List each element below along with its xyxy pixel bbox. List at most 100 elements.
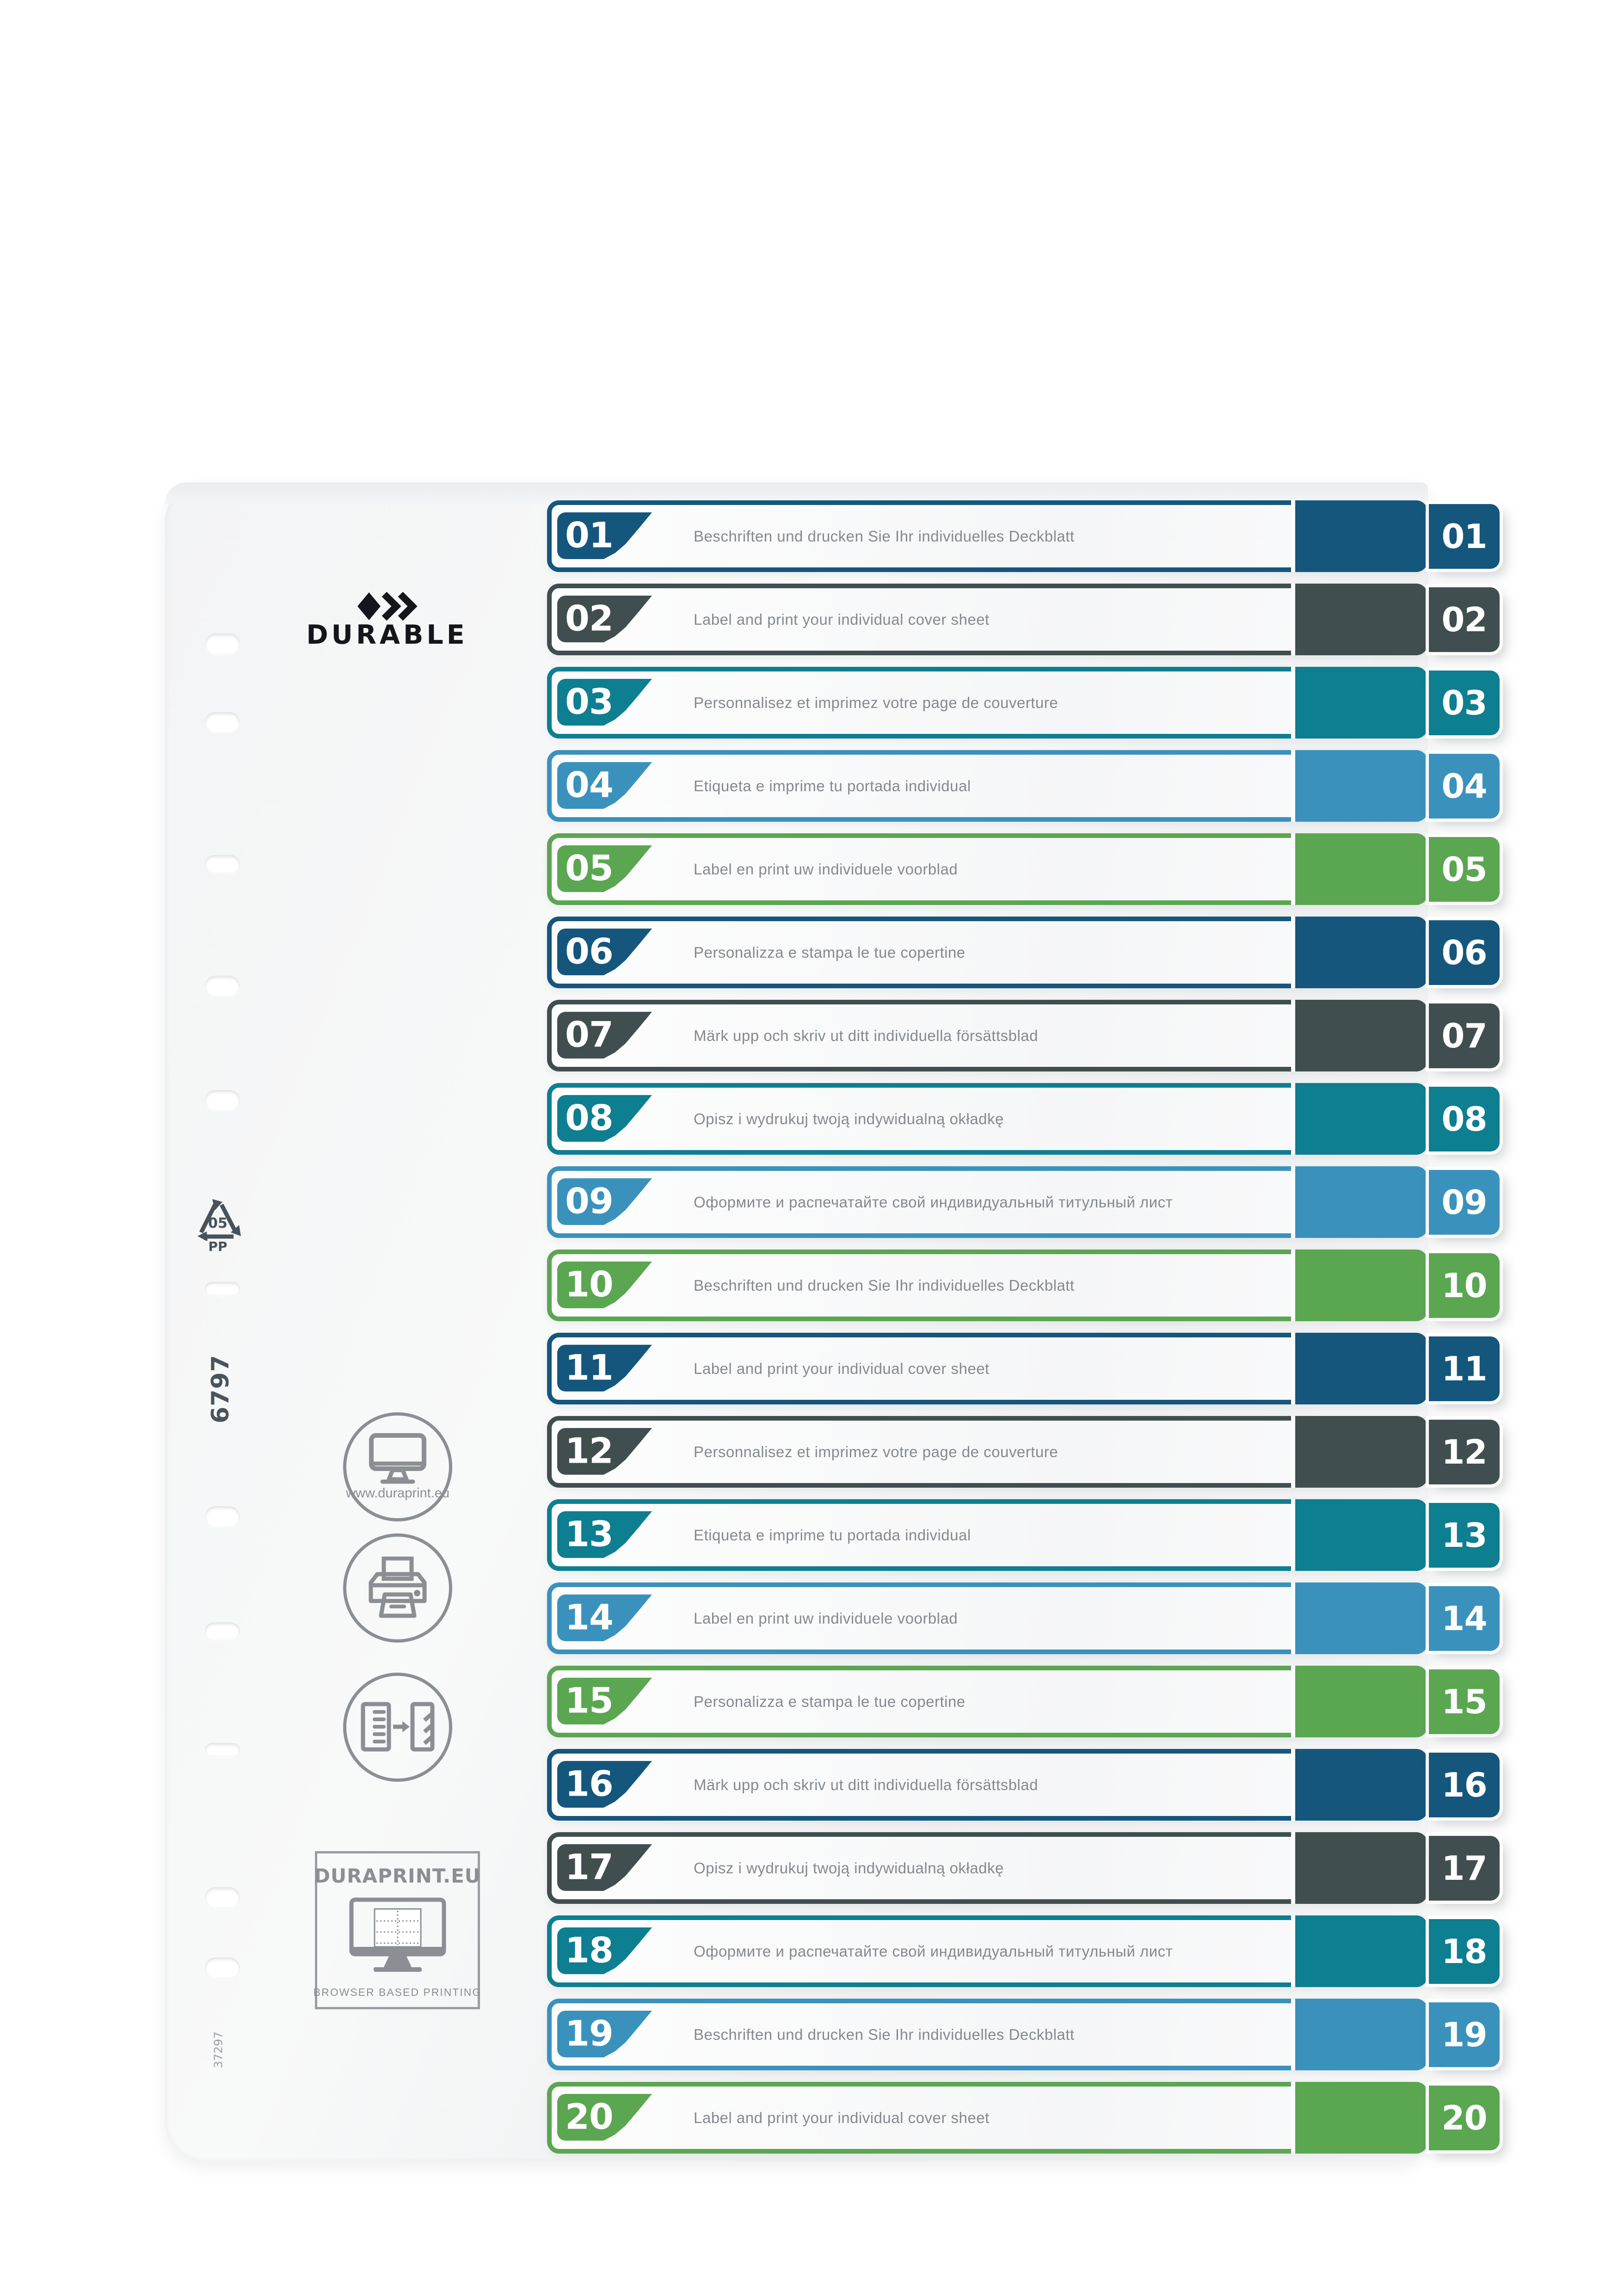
index-row-17: 17 Opisz i wydrukuj twoją indywidualną o… bbox=[547, 1832, 1500, 1904]
index-row-12: 12 Personnalisez et imprimez votre page … bbox=[547, 1416, 1500, 1488]
divider-tab-17: 17 bbox=[1429, 1836, 1500, 1901]
index-row-number: 03 bbox=[565, 681, 614, 722]
duraprint-subtitle: BROWSER BASED PRINTING bbox=[313, 1986, 482, 1998]
index-row-description: Personnalisez et imprimez votre page de … bbox=[694, 1443, 1058, 1460]
index-row-color-block bbox=[1291, 2082, 1428, 2154]
divider-tab-11: 11 bbox=[1429, 1336, 1500, 1401]
index-row-03: 03 Personnalisez et imprimez votre page … bbox=[547, 667, 1500, 739]
index-row-color-block bbox=[1291, 1250, 1428, 1321]
divider-tab-number: 15 bbox=[1441, 1682, 1487, 1721]
index-row-color-block bbox=[1291, 1582, 1428, 1654]
divider-tab-number: 08 bbox=[1441, 1100, 1487, 1139]
index-row-description: Opisz i wydrukuj twoją indywidualną okła… bbox=[694, 1859, 1004, 1877]
divider-tab-number: 19 bbox=[1441, 2015, 1487, 2054]
index-row-description: Märk upp och skriv ut ditt individuella … bbox=[694, 1027, 1039, 1044]
index-row-number: 18 bbox=[565, 1929, 614, 1971]
divider-tab-19: 19 bbox=[1429, 2002, 1500, 2067]
index-row-15: 15 Personalizza e stampa le tue copertin… bbox=[547, 1666, 1500, 1737]
index-row-number: 20 bbox=[565, 2096, 614, 2137]
index-row-frame bbox=[547, 1582, 1428, 1654]
divider-tab-number: 20 bbox=[1441, 2099, 1487, 2137]
index-row-color-block bbox=[1291, 667, 1428, 739]
index-row-color-block bbox=[1291, 1666, 1428, 1737]
svg-text:05: 05 bbox=[208, 1215, 228, 1231]
index-row-color-block bbox=[1291, 750, 1428, 822]
duraprint-title: DURAPRINT.EU bbox=[314, 1865, 481, 1887]
index-row-frame bbox=[547, 1749, 1428, 1821]
website-label: www.duraprint.eu bbox=[345, 1485, 450, 1501]
index-row-number: 19 bbox=[565, 2013, 614, 2054]
index-row-number: 04 bbox=[565, 764, 614, 806]
index-row-05: 05 Label en print uw individuele voorbla… bbox=[547, 833, 1500, 905]
divider-tab-number: 12 bbox=[1441, 1433, 1487, 1471]
index-row-description: Märk upp och skriv ut ditt individuella … bbox=[694, 1776, 1039, 1793]
index-row-number: 17 bbox=[565, 1846, 614, 1888]
index-row-number: 08 bbox=[565, 1097, 614, 1139]
durable-logo-mark-icon bbox=[357, 591, 418, 621]
index-row-02: 02 Label and print your individual cover… bbox=[547, 584, 1500, 655]
punch-hole bbox=[205, 1622, 240, 1641]
divider-tab-number: 13 bbox=[1441, 1516, 1487, 1555]
durable-logo-text: DURABLE bbox=[306, 620, 468, 650]
divider-tab-20: 20 bbox=[1429, 2086, 1500, 2150]
recycling-material-label: PP bbox=[208, 1239, 228, 1254]
index-row-number: 10 bbox=[565, 1263, 614, 1305]
index-row-09: 09 Оформите и распечатайте свой индивиду… bbox=[547, 1166, 1500, 1238]
divider-tab-09: 09 bbox=[1429, 1170, 1500, 1235]
punch-hole bbox=[205, 1887, 240, 1908]
index-row-number-badge: 19 bbox=[557, 2011, 652, 2057]
punch-hole bbox=[205, 855, 240, 874]
index-row-description: Beschriften und drucken Sie Ihr individu… bbox=[694, 527, 1075, 545]
index-row-number: 07 bbox=[565, 1014, 614, 1055]
recycling-triangle-icon: 05 bbox=[197, 1199, 241, 1241]
index-row-number: 11 bbox=[565, 1347, 614, 1388]
index-row-color-block bbox=[1291, 833, 1428, 905]
sheet-top-edge bbox=[165, 482, 1428, 504]
duraprint-box: DURAPRINT.EU BROWSER BASED PRINTING bbox=[313, 1851, 482, 2009]
index-row-frame bbox=[547, 667, 1428, 739]
index-row-number: 14 bbox=[565, 1596, 614, 1638]
index-row-frame bbox=[547, 584, 1428, 655]
index-row-color-block bbox=[1291, 1832, 1428, 1904]
index-row-10: 10 Beschriften und drucken Sie Ihr indiv… bbox=[547, 1250, 1500, 1321]
index-row-description: Beschriften und drucken Sie Ihr individu… bbox=[694, 2025, 1075, 2043]
divider-tab-number: 06 bbox=[1441, 933, 1487, 972]
info-circle-print bbox=[343, 1533, 452, 1643]
index-row-color-block bbox=[1291, 1749, 1428, 1821]
index-row-number: 12 bbox=[565, 1430, 614, 1471]
index-row-frame bbox=[547, 1666, 1428, 1737]
index-row-number: 05 bbox=[565, 847, 614, 889]
divider-tab-12: 12 bbox=[1429, 1420, 1500, 1484]
divider-tab-06: 06 bbox=[1429, 920, 1500, 985]
index-divider-sheet: DURABLE 05 PP 6797 37297 www bbox=[165, 482, 1500, 2161]
index-row-description: Opisz i wydrukuj twoją indywidualną okła… bbox=[694, 1110, 1004, 1127]
monitor-grid-icon bbox=[349, 1897, 446, 1972]
index-row-color-block bbox=[1291, 584, 1428, 655]
index-row-frame bbox=[547, 500, 1428, 572]
index-row-frame bbox=[547, 1166, 1428, 1238]
divider-tab-16: 16 bbox=[1429, 1753, 1500, 1817]
divider-tab-08: 08 bbox=[1429, 1087, 1500, 1151]
punch-hole bbox=[205, 976, 240, 997]
monitor-icon bbox=[369, 1433, 426, 1483]
index-row-description: Etiqueta e imprime tu portada individual bbox=[694, 777, 971, 794]
index-row-14: 14 Label en print uw individuele voorbla… bbox=[547, 1582, 1500, 1654]
index-row-description: Label en print uw individuele voorblad bbox=[694, 860, 958, 878]
index-row-description: Beschriften und drucken Sie Ihr individu… bbox=[694, 1276, 1075, 1294]
durable-logo: DURABLE bbox=[295, 591, 480, 648]
batch-number-vertical: 37297 bbox=[211, 2031, 225, 2068]
divider-tab-18: 18 bbox=[1429, 1919, 1500, 1984]
divider-tab-number: 07 bbox=[1441, 1016, 1487, 1055]
index-row-description: Label and print your individual cover sh… bbox=[694, 610, 990, 628]
index-row-color-block bbox=[1291, 1000, 1428, 1071]
index-row-description: Personnalisez et imprimez votre page de … bbox=[694, 694, 1058, 711]
divider-tab-number: 09 bbox=[1441, 1183, 1487, 1222]
index-row-description: Оформите и распечатайте свой индивидуаль… bbox=[694, 1942, 1173, 1960]
divider-tab-number: 04 bbox=[1441, 767, 1487, 806]
divider-tab-13: 13 bbox=[1429, 1503, 1500, 1568]
index-row-number: 09 bbox=[565, 1180, 614, 1222]
divider-tab-01: 01 bbox=[1429, 504, 1500, 569]
printer-icon bbox=[369, 1557, 427, 1618]
index-row-frame bbox=[547, 1333, 1428, 1404]
